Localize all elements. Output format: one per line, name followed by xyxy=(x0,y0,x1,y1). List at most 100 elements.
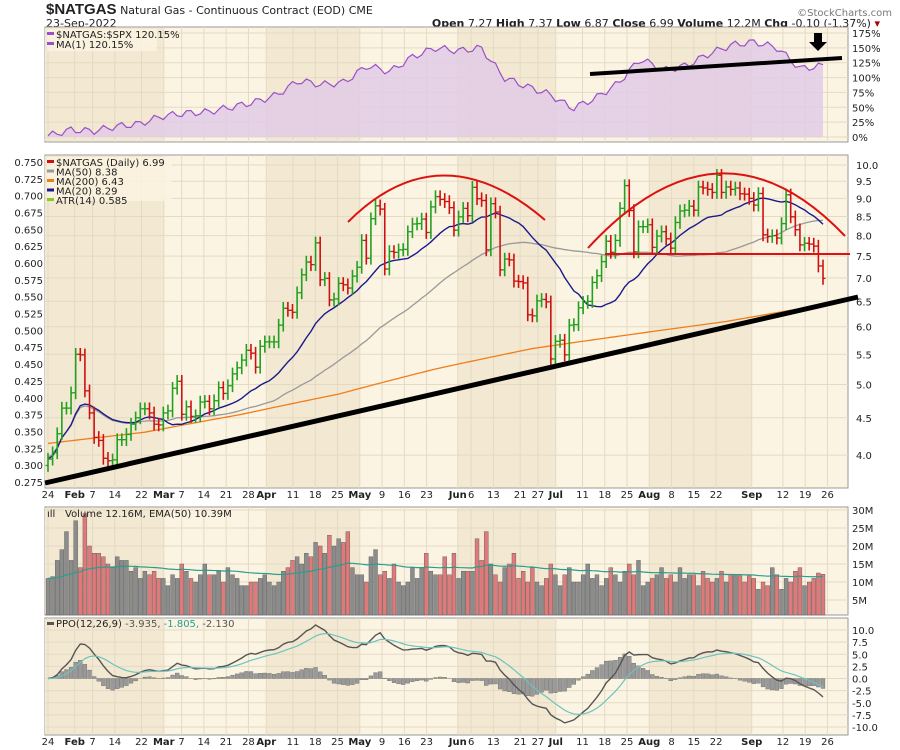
volume-bar xyxy=(405,581,410,616)
x-tick-label: 8 xyxy=(668,737,674,748)
ppo-histogram-bar xyxy=(341,678,346,685)
price-bar xyxy=(119,433,125,447)
price-bar xyxy=(216,381,222,408)
volume-bar xyxy=(318,545,323,616)
x-tick-label: 14 xyxy=(108,737,121,748)
volume-bar xyxy=(700,571,706,616)
price-bar xyxy=(193,409,199,423)
volume-bar xyxy=(594,574,600,616)
ppo-signal-line xyxy=(47,632,824,715)
left-axis-label: 0.300 xyxy=(14,461,43,472)
price-bar xyxy=(225,379,231,400)
x-tick-label: Aug xyxy=(638,490,660,501)
price-bar xyxy=(202,395,208,409)
price-bar xyxy=(778,217,784,245)
y-tick-label: -7.5 xyxy=(852,711,872,722)
left-axis-label: 0.275 xyxy=(14,478,43,489)
price-bar xyxy=(599,255,605,283)
legend-entry: ATR(14) 0.585 xyxy=(56,196,127,207)
ppo-histogram-bar xyxy=(368,675,374,679)
legend-swatch xyxy=(47,169,54,173)
y-tick-label: 9.5 xyxy=(856,177,872,188)
ppo-histogram-bar xyxy=(68,667,74,679)
ppo-histogram-bar xyxy=(779,678,784,689)
price-bar xyxy=(294,286,300,319)
volume-bar xyxy=(396,581,401,616)
ppo-histogram-bar xyxy=(318,671,323,679)
volume-bar xyxy=(364,581,369,616)
price-bar xyxy=(552,335,558,366)
left-axis-label: 0.625 xyxy=(14,242,43,253)
volume-bar xyxy=(377,574,383,616)
y-tick-label: 8.0 xyxy=(856,232,872,243)
volume-bar xyxy=(147,574,152,616)
left-axis-label: 0.650 xyxy=(14,225,43,236)
price-bar xyxy=(156,417,162,432)
price-bar xyxy=(336,277,342,306)
ppo-histogram-bar xyxy=(373,672,378,679)
ppo-legend-value: PPO(12,26,9) xyxy=(56,619,122,630)
volume-bar xyxy=(484,531,489,616)
price-bar xyxy=(589,276,595,308)
x-tick-label: 11 xyxy=(287,737,300,748)
x-tick-label: Jun xyxy=(448,737,467,748)
ratio-trendline xyxy=(589,56,843,76)
ppo-histogram-bar xyxy=(553,678,558,693)
volume-bar xyxy=(271,585,277,616)
ppo-histogram-bar xyxy=(299,669,304,679)
x-tick-label: 22 xyxy=(135,737,148,748)
ppo-histogram-bar xyxy=(110,678,115,691)
volume-bar xyxy=(442,556,447,616)
x-tick-label: Apr xyxy=(256,737,276,748)
price-bar xyxy=(479,192,485,207)
volume-bar xyxy=(728,574,733,616)
volume-bar xyxy=(604,578,609,616)
x-tick-label: 9 xyxy=(379,737,385,748)
price-bar xyxy=(123,428,129,447)
legend-swatch xyxy=(47,198,54,201)
x-tick-label: 7 xyxy=(89,737,95,748)
ppo-histogram-bar xyxy=(359,678,364,680)
price-bar xyxy=(340,277,346,292)
ppo-histogram-bar xyxy=(285,671,290,679)
ppo-histogram-bar xyxy=(391,678,397,683)
price-bar xyxy=(313,236,319,272)
volume-bar xyxy=(590,578,595,616)
ppo-histogram-bar xyxy=(820,678,826,689)
volume-bar xyxy=(350,567,355,616)
price-bar xyxy=(234,361,240,381)
volume-bar xyxy=(622,571,627,616)
volume-bar xyxy=(811,578,816,616)
price-bar xyxy=(442,193,448,208)
price-bar xyxy=(87,384,93,420)
x-tick-label: Feb xyxy=(65,737,85,748)
x-tick-label: Mar xyxy=(153,490,175,501)
volume-bar xyxy=(216,571,221,616)
instrument-name: Natural Gas - Continuous Contract (EOD) xyxy=(120,4,346,17)
price-bar xyxy=(474,181,480,206)
volume-bar xyxy=(553,574,558,616)
volume-bar xyxy=(599,585,604,616)
volume-bar xyxy=(580,574,586,616)
y-tick-label: 9.0 xyxy=(856,194,872,205)
down-arrow-icon xyxy=(809,33,827,51)
price-bar xyxy=(723,180,729,199)
left-axis-label: 0.500 xyxy=(14,326,43,337)
ppo-histogram-bar xyxy=(401,678,406,685)
volume-bar xyxy=(73,520,78,616)
volume-bar xyxy=(105,563,111,616)
volume-bar xyxy=(128,571,134,616)
price-bar xyxy=(391,245,397,259)
price-bar xyxy=(248,344,254,360)
price-bar xyxy=(105,452,111,468)
volume-bar xyxy=(281,571,286,616)
price-bar xyxy=(206,395,212,416)
ppo-histogram-bar xyxy=(253,673,258,679)
price-bar xyxy=(82,348,88,398)
ppo-line xyxy=(47,624,824,724)
legend-bg xyxy=(47,29,157,51)
volume-bar xyxy=(234,578,240,616)
volume-bar xyxy=(645,581,650,616)
price-bar xyxy=(382,202,388,276)
